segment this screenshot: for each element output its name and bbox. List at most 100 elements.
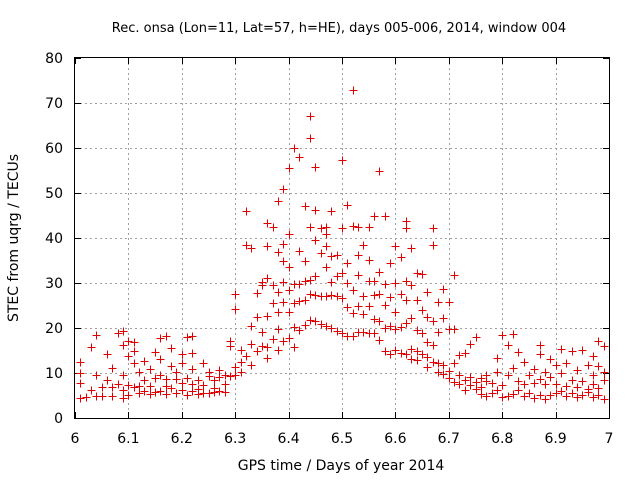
data-point xyxy=(338,269,347,278)
data-point xyxy=(397,290,406,299)
data-point xyxy=(98,383,107,392)
data-point xyxy=(407,355,416,364)
x-tick-label: 6.3 xyxy=(224,431,246,447)
data-point xyxy=(407,314,416,323)
data-point xyxy=(482,392,491,401)
data-point xyxy=(397,349,406,358)
data-point xyxy=(413,347,422,356)
axis-ticks xyxy=(75,58,610,419)
data-point xyxy=(258,278,267,287)
data-point xyxy=(237,368,246,377)
data-point xyxy=(92,331,101,340)
data-point xyxy=(402,224,411,233)
data-point xyxy=(343,259,352,268)
data-point xyxy=(375,290,384,299)
data-point xyxy=(263,242,272,251)
data-point xyxy=(455,351,464,360)
data-point xyxy=(445,367,454,376)
data-point xyxy=(594,337,603,346)
data-point xyxy=(156,387,165,396)
x-axis-label: GPS time / Days of year 2014 xyxy=(238,458,445,474)
data-point xyxy=(306,223,315,232)
data-point xyxy=(205,368,214,377)
data-point xyxy=(215,366,224,375)
data-point xyxy=(498,331,507,340)
data-point xyxy=(269,223,278,232)
data-point xyxy=(589,393,598,402)
data-point xyxy=(546,355,555,364)
data-point xyxy=(317,224,326,233)
data-point xyxy=(108,364,117,373)
data-point xyxy=(269,281,278,290)
data-point xyxy=(429,341,438,350)
data-point xyxy=(498,381,507,390)
data-point xyxy=(146,390,155,399)
data-point xyxy=(381,212,390,221)
data-point xyxy=(317,249,326,258)
data-point xyxy=(338,329,347,338)
data-point xyxy=(119,394,128,403)
data-point xyxy=(578,346,587,355)
data-point xyxy=(418,329,427,338)
data-point xyxy=(290,323,299,332)
data-point xyxy=(477,390,486,399)
data-point xyxy=(247,361,256,370)
data-point xyxy=(301,202,310,211)
data-point xyxy=(188,365,197,374)
x-tick-label: 6.9 xyxy=(544,431,566,447)
data-point xyxy=(162,382,171,391)
data-point xyxy=(402,277,411,286)
data-point xyxy=(167,344,176,353)
data-point xyxy=(92,371,101,380)
data-point xyxy=(274,197,283,206)
data-point xyxy=(162,375,171,384)
data-point xyxy=(338,224,347,233)
data-point xyxy=(589,371,598,380)
y-tick-labels: 0 10 20 30 40 50 60 70 80 xyxy=(45,51,63,427)
data-point xyxy=(423,363,432,372)
data-point xyxy=(552,361,561,370)
data-point xyxy=(327,324,336,333)
y-tick-label: 70 xyxy=(45,96,63,112)
data-point xyxy=(520,392,529,401)
data-point xyxy=(461,386,470,395)
data-point xyxy=(263,343,272,352)
data-point xyxy=(146,382,155,391)
data-point xyxy=(156,355,165,364)
data-point xyxy=(493,386,502,395)
data-point xyxy=(450,271,459,280)
data-point xyxy=(546,391,555,400)
y-tick-label: 30 xyxy=(45,276,63,292)
data-point xyxy=(237,346,246,355)
data-point xyxy=(402,319,411,328)
data-point xyxy=(156,371,165,380)
data-point xyxy=(290,144,299,153)
data-point xyxy=(242,241,251,250)
data-point xyxy=(600,395,609,404)
data-point xyxy=(327,207,336,216)
data-point xyxy=(151,388,160,397)
data-point xyxy=(285,263,294,272)
data-point xyxy=(285,230,294,239)
data-point xyxy=(188,380,197,389)
data-point xyxy=(493,368,502,377)
data-point xyxy=(76,379,85,388)
data-point xyxy=(418,350,427,359)
data-point xyxy=(199,381,208,390)
data-point xyxy=(269,335,278,344)
data-point xyxy=(205,389,214,398)
data-point xyxy=(429,358,438,367)
data-point xyxy=(466,340,475,349)
data-point xyxy=(242,207,251,216)
data-point xyxy=(391,346,400,355)
y-tick-label: 40 xyxy=(45,231,63,247)
data-point xyxy=(450,359,459,368)
data-point xyxy=(381,347,390,356)
data-point xyxy=(301,296,310,305)
data-point xyxy=(562,359,571,368)
data-point xyxy=(472,333,481,342)
data-point xyxy=(306,134,315,143)
data-point xyxy=(167,362,176,371)
x-tick-labels: 6 6.1 6.2 6.3 6.4 6.5 6.6 6.7 6.8 6.9 7 xyxy=(71,431,614,447)
data-point xyxy=(311,291,320,300)
